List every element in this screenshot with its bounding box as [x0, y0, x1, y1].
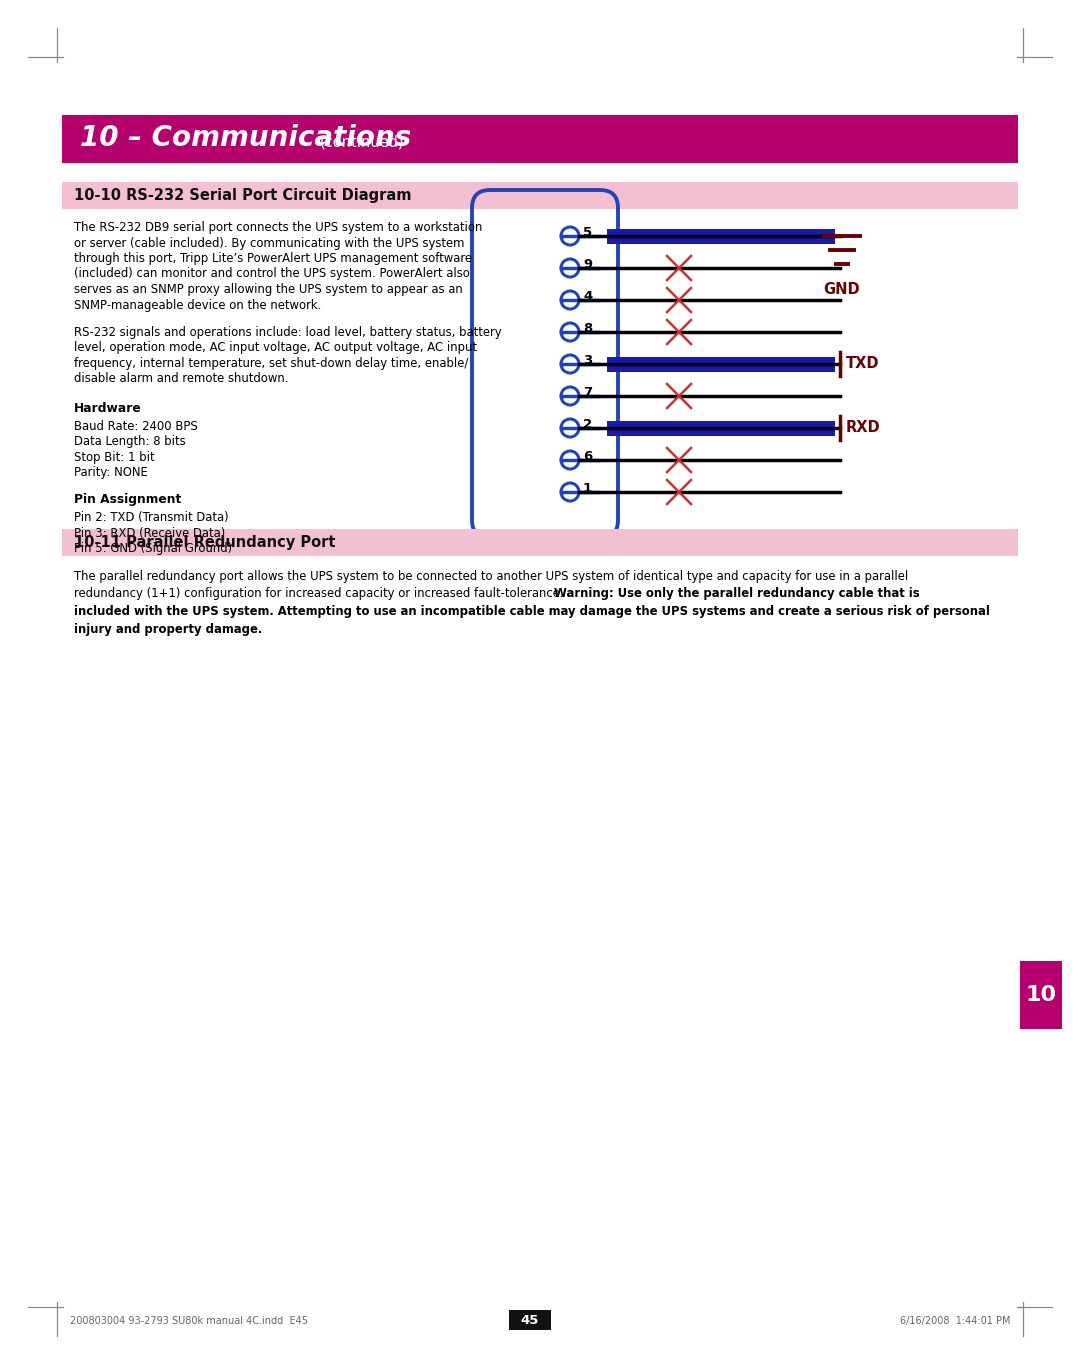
FancyBboxPatch shape [607, 356, 835, 371]
Text: GND: GND [824, 282, 861, 297]
Text: Stop Bit: 1 bit: Stop Bit: 1 bit [75, 450, 154, 464]
Text: 7: 7 [583, 386, 592, 398]
Text: 3: 3 [583, 353, 592, 367]
Text: injury and property damage.: injury and property damage. [75, 622, 262, 636]
Text: SNMP-manageable device on the network.: SNMP-manageable device on the network. [75, 299, 322, 311]
Text: Data Length: 8 bits: Data Length: 8 bits [75, 435, 186, 447]
Text: Warning: Use only the parallel redundancy cable that is: Warning: Use only the parallel redundanc… [554, 588, 920, 600]
FancyBboxPatch shape [62, 115, 1018, 164]
Text: Pin 3: RXD (Receive Data): Pin 3: RXD (Receive Data) [75, 527, 226, 540]
FancyBboxPatch shape [509, 1309, 551, 1330]
Text: 2: 2 [583, 417, 592, 431]
Text: Parity: NONE: Parity: NONE [75, 466, 148, 479]
Text: RS-232 signals and operations include: load level, battery status, battery: RS-232 signals and operations include: l… [75, 326, 501, 340]
Text: 5: 5 [583, 225, 592, 239]
Text: 10-10 RS-232 Serial Port Circuit Diagram: 10-10 RS-232 Serial Port Circuit Diagram [75, 188, 411, 203]
Text: 200803004 93-2793 SU80k manual 4C.indd  E45: 200803004 93-2793 SU80k manual 4C.indd E… [70, 1316, 308, 1326]
Text: 6: 6 [583, 450, 592, 462]
FancyBboxPatch shape [607, 229, 835, 244]
Text: disable alarm and remote shutdown.: disable alarm and remote shutdown. [75, 372, 288, 386]
Text: Hardware: Hardware [75, 402, 141, 415]
FancyBboxPatch shape [607, 420, 835, 435]
Text: (included) can monitor and control the UPS system. PowerAlert also: (included) can monitor and control the U… [75, 267, 470, 281]
Text: included with the UPS system. Attempting to use an incompatible cable may damage: included with the UPS system. Attempting… [75, 606, 990, 618]
Text: (continued): (continued) [320, 135, 405, 150]
Text: 1: 1 [583, 481, 592, 495]
Text: or server (cable included). By communicating with the UPS system: or server (cable included). By communica… [75, 236, 464, 250]
FancyBboxPatch shape [1020, 962, 1062, 1028]
Text: The RS-232 DB9 serial port connects the UPS system to a workstation: The RS-232 DB9 serial port connects the … [75, 221, 483, 235]
FancyBboxPatch shape [62, 529, 1018, 557]
Text: serves as an SNMP proxy allowing the UPS system to appear as an: serves as an SNMP proxy allowing the UPS… [75, 282, 462, 296]
Text: redundancy (1+1) configuration for increased capacity or increased fault-toleran: redundancy (1+1) configuration for incre… [75, 588, 567, 600]
Text: TXD: TXD [846, 356, 879, 371]
Text: The parallel redundancy port allows the UPS system to be connected to another UP: The parallel redundancy port allows the … [75, 570, 908, 582]
Text: 9: 9 [583, 258, 592, 270]
FancyBboxPatch shape [62, 181, 1018, 209]
Text: Baud Rate: 2400 BPS: Baud Rate: 2400 BPS [75, 420, 198, 432]
Text: 8: 8 [583, 322, 592, 334]
Text: 10: 10 [1025, 985, 1056, 1005]
Text: 4: 4 [583, 289, 592, 303]
Text: Pin 2: TXD (Transmit Data): Pin 2: TXD (Transmit Data) [75, 512, 229, 524]
Text: RXD: RXD [846, 420, 880, 435]
Text: 6/16/2008  1:44:01 PM: 6/16/2008 1:44:01 PM [900, 1316, 1010, 1326]
Text: Pin Assignment: Pin Assignment [75, 494, 181, 506]
Text: 10-11 Parallel Redundancy Port: 10-11 Parallel Redundancy Port [75, 535, 336, 550]
Text: frequency, internal temperature, set shut-down delay time, enable/: frequency, internal temperature, set shu… [75, 357, 469, 370]
Text: 10 – Communications: 10 – Communications [80, 124, 411, 151]
Text: Pin 5: GND (Signal Ground): Pin 5: GND (Signal Ground) [75, 542, 232, 555]
Text: level, operation mode, AC input voltage, AC output voltage, AC input: level, operation mode, AC input voltage,… [75, 341, 477, 355]
Text: 45: 45 [521, 1314, 539, 1327]
Text: through this port, Tripp Lite’s PowerAlert UPS management software: through this port, Tripp Lite’s PowerAle… [75, 252, 472, 265]
